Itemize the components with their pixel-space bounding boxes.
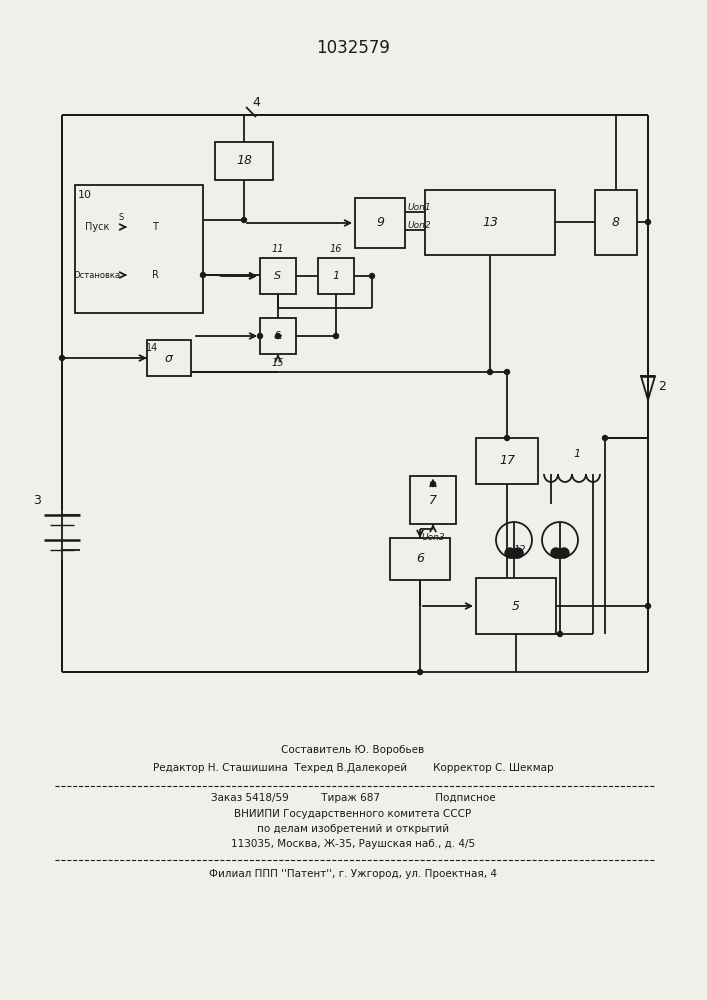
Text: Остановка: Остановка <box>74 270 121 279</box>
Circle shape <box>551 548 561 558</box>
Bar <box>260 258 296 294</box>
Text: 7: 7 <box>429 493 437 506</box>
Text: Филиал ППП ''Патент'', г. Ужгород, ул. Проектная, 4: Филиал ППП ''Патент'', г. Ужгород, ул. П… <box>209 869 497 879</box>
Circle shape <box>602 436 607 440</box>
Bar <box>215 142 273 180</box>
Text: Заказ 5418/59          Тираж 687                 Подписное: Заказ 5418/59 Тираж 687 Подписное <box>211 793 496 803</box>
Bar <box>410 476 456 524</box>
Circle shape <box>276 334 281 338</box>
Text: Uon2: Uon2 <box>407 222 431 231</box>
Text: &: & <box>274 331 282 341</box>
Text: S: S <box>118 213 124 222</box>
Bar <box>390 538 450 580</box>
Text: 1: 1 <box>332 271 339 281</box>
Circle shape <box>201 272 206 277</box>
Text: 2: 2 <box>658 379 666 392</box>
Bar <box>147 340 191 376</box>
Circle shape <box>505 548 515 558</box>
Text: S: S <box>274 271 281 281</box>
Circle shape <box>488 369 493 374</box>
Text: 9: 9 <box>376 217 384 230</box>
Bar <box>260 318 296 354</box>
Text: 6: 6 <box>416 552 424 566</box>
Bar <box>425 190 555 255</box>
Text: 14: 14 <box>146 343 158 353</box>
Text: 15: 15 <box>271 358 284 368</box>
Circle shape <box>418 670 423 674</box>
Circle shape <box>513 548 523 558</box>
Text: Редактор Н. Сташишина  Техред В.Далекорей        Корректор С. Шекмар: Редактор Н. Сташишина Техред В.Далекорей… <box>153 763 554 773</box>
Circle shape <box>59 356 64 360</box>
Text: Uon3: Uon3 <box>421 534 445 542</box>
Text: Составитель Ю. Воробьев: Составитель Ю. Воробьев <box>281 745 425 755</box>
Circle shape <box>645 603 650 608</box>
Circle shape <box>334 334 339 338</box>
Text: Uon1: Uon1 <box>407 204 431 213</box>
Text: по делам изобретений и открытий: по делам изобретений и открытий <box>257 824 449 834</box>
Text: σ: σ <box>165 352 173 364</box>
Text: 16: 16 <box>329 244 342 254</box>
Bar <box>595 190 637 255</box>
Circle shape <box>559 548 569 558</box>
Text: 1: 1 <box>573 449 580 459</box>
Text: ВНИИПИ Государственного комитета СССР: ВНИИПИ Государственного комитета СССР <box>235 809 472 819</box>
Circle shape <box>242 218 247 223</box>
Circle shape <box>645 220 650 225</box>
Text: 11: 11 <box>271 244 284 254</box>
Bar <box>75 185 203 313</box>
Bar <box>318 258 354 294</box>
Circle shape <box>370 273 375 278</box>
Bar <box>476 578 556 634</box>
Bar <box>355 198 405 248</box>
Text: 18: 18 <box>236 154 252 167</box>
Text: 12: 12 <box>514 545 526 555</box>
Text: Пуск: Пуск <box>85 222 109 232</box>
Circle shape <box>431 482 436 487</box>
Text: 10: 10 <box>78 190 92 200</box>
Text: R: R <box>151 270 158 280</box>
Circle shape <box>257 334 262 338</box>
Text: 17: 17 <box>499 454 515 468</box>
Circle shape <box>505 369 510 374</box>
Circle shape <box>505 436 510 440</box>
Bar <box>476 438 538 484</box>
Text: 5: 5 <box>512 599 520 612</box>
Text: 113035, Москва, Ж-35, Раушская наб., д. 4/5: 113035, Москва, Ж-35, Раушская наб., д. … <box>231 839 475 849</box>
Text: 13: 13 <box>482 216 498 229</box>
Text: 8: 8 <box>612 216 620 229</box>
Text: T: T <box>152 222 158 232</box>
Circle shape <box>558 632 563 637</box>
Text: 3: 3 <box>33 493 41 506</box>
Text: 1032579: 1032579 <box>316 39 390 57</box>
Text: 4: 4 <box>252 97 260 109</box>
